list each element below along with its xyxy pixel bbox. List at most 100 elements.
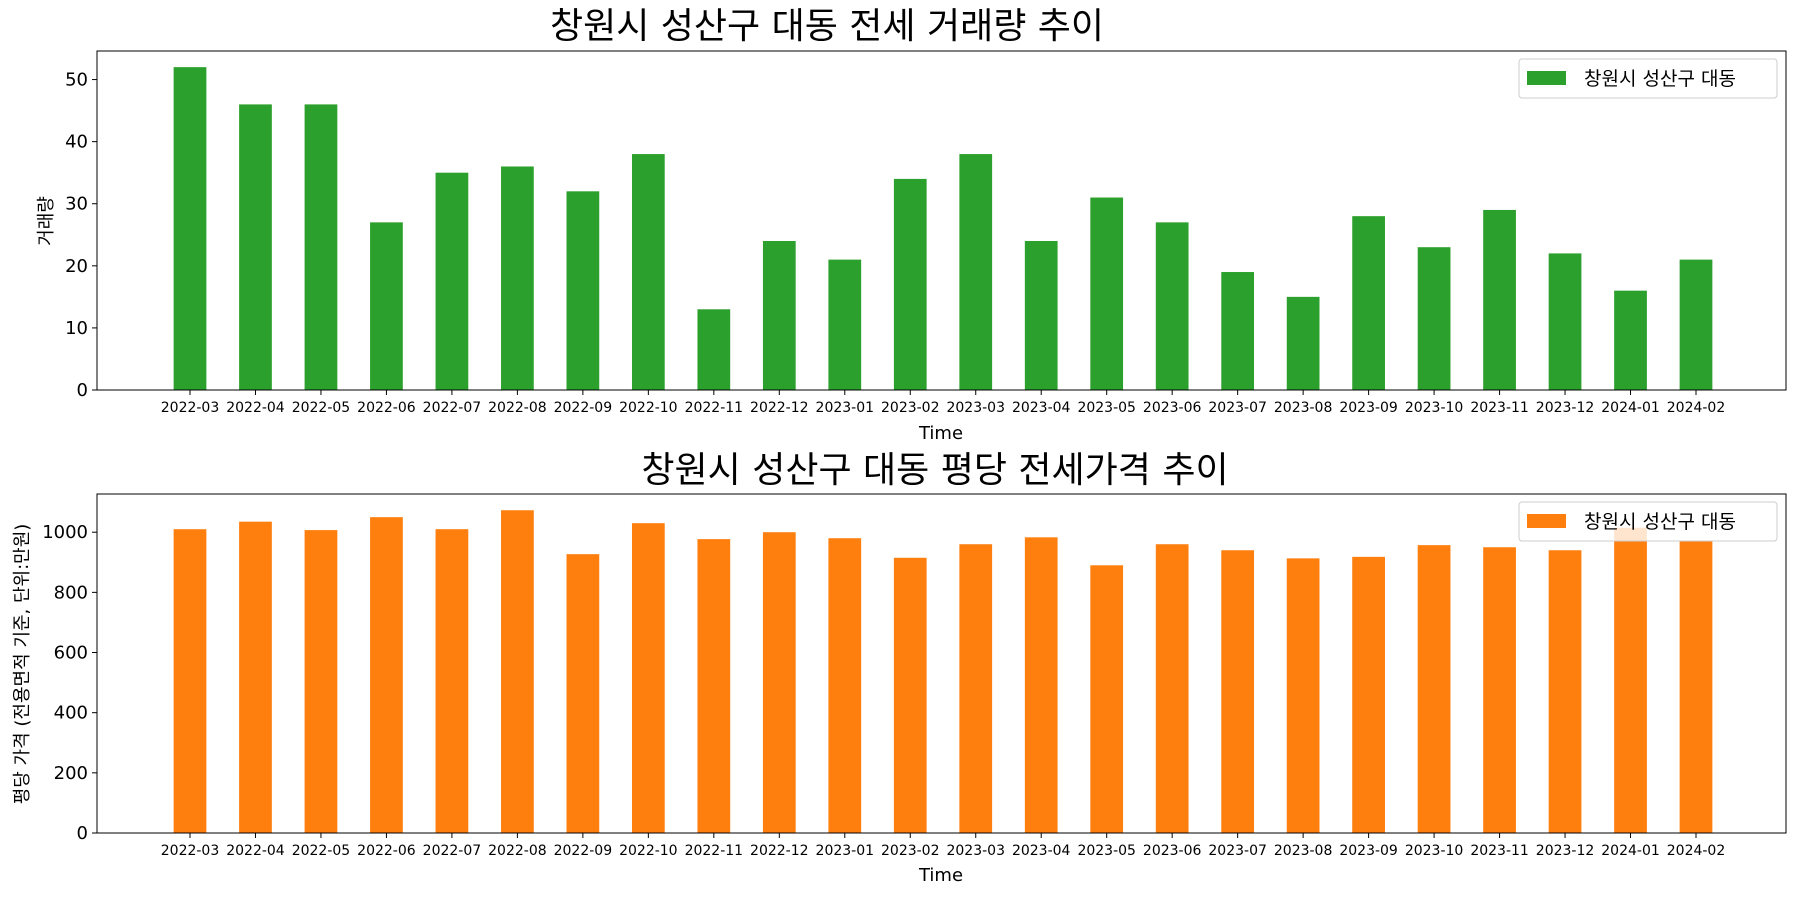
x-tick-label: 2023-06: [1143, 843, 1202, 859]
bar: [1286, 296, 1320, 390]
x-tick-label: 2022-07: [423, 400, 482, 416]
x-tick-label: 2022-09: [554, 843, 613, 859]
x-tick-label: 2023-05: [1077, 400, 1136, 416]
bar: [501, 510, 534, 833]
bar: [697, 539, 731, 833]
bar: [762, 240, 796, 390]
bar: [370, 517, 403, 833]
x-tick-label: 2023-04: [1012, 400, 1071, 416]
x-tick-label: 2022-09: [554, 400, 613, 416]
x-tick-label: 2023-01: [816, 843, 875, 859]
legend-swatch: [1527, 71, 1566, 85]
x-tick-label: 2023-07: [1208, 843, 1267, 859]
bar: [239, 521, 272, 833]
bar: [501, 166, 534, 390]
bar-group: [173, 510, 1713, 833]
x-axis-label: Time: [918, 423, 963, 444]
x-tick-label: 2023-07: [1208, 400, 1267, 416]
bar: [173, 67, 207, 391]
x-tick-label: 2022-06: [357, 400, 416, 416]
bar: [1483, 209, 1516, 390]
y-axis-label: 평당 가격 (전용면적 기준, 단위:만원): [12, 524, 33, 805]
x-tick-label: 2022-04: [226, 400, 285, 416]
bar: [959, 544, 993, 833]
bar: [1155, 222, 1189, 390]
x-tick-label: 2023-05: [1077, 843, 1136, 859]
x-tick-label: 2023-08: [1274, 400, 1333, 416]
y-ticks: 0 200 400 600 800 1000: [42, 522, 97, 844]
bar: [1090, 565, 1124, 833]
x-tick-label: 2022-11: [685, 400, 744, 416]
y-tick-label: 800: [54, 582, 88, 603]
x-tick-label: 2024-01: [1601, 843, 1660, 859]
bar: [828, 538, 862, 833]
bar: [697, 309, 731, 390]
y-tick-label: 0: [77, 823, 88, 844]
x-tick-label: 2022-12: [750, 843, 809, 859]
bar: [1221, 550, 1255, 833]
bar: [893, 178, 927, 390]
legend-box: [1518, 58, 1778, 99]
x-ticks: 2022-03 2022-04 2022-05 2022-06 2022-07 2022-…: [161, 390, 1725, 416]
x-tick-label: 2022-05: [292, 843, 351, 859]
chart-title: 창원시 성산구 대동 전세 거래량 추이: [550, 6, 1104, 47]
x-tick-label: 2023-02: [881, 843, 940, 859]
x-tick-label: 2023-09: [1339, 843, 1398, 859]
bar: [566, 554, 600, 833]
bar: [959, 154, 993, 390]
x-tick-label: 2023-03: [946, 400, 1005, 416]
legend-label: 창원시 성산구 대동: [1584, 68, 1736, 90]
bar: [239, 104, 272, 391]
legend-box: [1518, 501, 1778, 542]
x-tick-label: 2022-12: [750, 400, 809, 416]
x-tick-label: 2023-11: [1470, 843, 1529, 859]
chart-title: 창원시 성산구 대동 평당 전세가격 추이: [641, 450, 1228, 491]
bar: [1417, 545, 1451, 833]
bar: [1090, 197, 1124, 390]
price-per-pyeong-chart: 창원시 성산구 대동 평당 전세가격 추이 2022-03 2022-04 2022…: [12, 450, 1787, 886]
x-tick-label: 2022-05: [292, 400, 351, 416]
y-tick-label: 30: [65, 194, 88, 215]
y-tick-label: 10: [65, 318, 88, 339]
x-axis-label: Time: [918, 865, 963, 886]
x-tick-label: 2023-11: [1470, 400, 1529, 416]
x-tick-label: 2023-09: [1339, 400, 1398, 416]
bar-group: [173, 67, 1713, 391]
bar: [631, 523, 665, 833]
bar: [435, 529, 469, 833]
bar: [1417, 247, 1451, 390]
x-tick-label: 2022-06: [357, 843, 416, 859]
bar: [1548, 550, 1582, 833]
bar: [1679, 259, 1713, 390]
x-tick-label: 2022-08: [488, 400, 547, 416]
x-tick-label: 2023-04: [1012, 843, 1071, 859]
bar: [1221, 272, 1255, 390]
x-tick-label: 2022-10: [619, 843, 678, 859]
x-tick-label: 2023-12: [1536, 400, 1595, 416]
x-tick-label: 2023-10: [1405, 843, 1464, 859]
x-tick-label: 2023-06: [1143, 400, 1202, 416]
y-ticks: 0 10 20 30 40 50: [65, 70, 97, 401]
x-tick-label: 2023-08: [1274, 843, 1333, 859]
x-tick-label: 2023-03: [946, 843, 1005, 859]
x-tick-label: 2024-01: [1601, 400, 1660, 416]
bar: [828, 259, 862, 390]
x-tick-label: 2023-02: [881, 400, 940, 416]
y-tick-label: 400: [54, 703, 88, 724]
x-tick-label: 2022-11: [685, 843, 744, 859]
y-tick-label: 200: [54, 763, 88, 784]
bar: [762, 532, 796, 833]
bar: [1286, 558, 1320, 833]
x-tick-label: 2022-03: [161, 400, 220, 416]
x-tick-label: 2023-12: [1536, 843, 1595, 859]
bar: [173, 529, 207, 833]
bar: [1155, 544, 1189, 833]
bar: [1024, 240, 1058, 390]
x-tick-label: 2022-10: [619, 400, 678, 416]
plot-frame: [96, 50, 1787, 391]
bar: [893, 557, 927, 833]
bar: [304, 104, 338, 391]
bar: [566, 191, 600, 390]
x-tick-label: 2022-08: [488, 843, 547, 859]
